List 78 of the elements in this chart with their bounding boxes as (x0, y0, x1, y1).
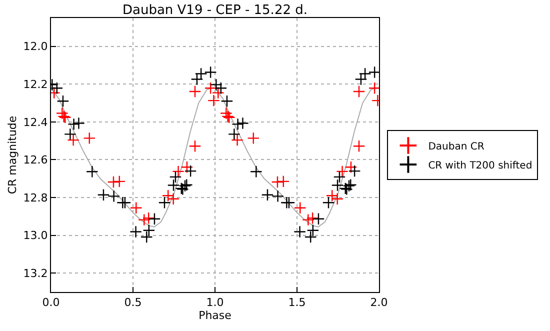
chart-title: Dauban V19 - CEP - 15.22 d. (122, 3, 308, 18)
x-tick-label: 2.0 (370, 296, 388, 310)
y-tick-label: 13.0 (23, 229, 48, 242)
x-tick-label: 1.0 (206, 296, 224, 310)
point (130, 202, 142, 214)
point (322, 196, 335, 209)
point (118, 196, 132, 209)
point (72, 117, 85, 130)
point (250, 165, 262, 178)
point (56, 94, 70, 108)
point (344, 160, 358, 174)
point (354, 73, 368, 86)
point (272, 190, 284, 202)
point (232, 118, 244, 130)
point (172, 165, 184, 178)
point (64, 128, 76, 140)
y-tick-label: 13.2 (23, 266, 48, 280)
point (358, 68, 372, 80)
point (167, 179, 180, 192)
x-tick-label: 1.5 (288, 296, 306, 310)
point (158, 196, 171, 209)
point (282, 196, 296, 209)
legend-label: CR with T200 shifted (428, 160, 532, 172)
point (184, 164, 197, 178)
point (194, 68, 208, 80)
point (169, 170, 182, 184)
point (294, 226, 306, 238)
x-tick-label: 0.0 (42, 296, 60, 310)
point (352, 85, 366, 98)
point (142, 212, 155, 224)
y-tick-label: 12.6 (23, 154, 48, 167)
x-tick-label: 0.5 (124, 296, 142, 310)
point (190, 73, 204, 86)
point (180, 160, 194, 174)
point (67, 134, 80, 146)
point (130, 226, 142, 238)
point (207, 94, 220, 107)
point (348, 164, 361, 178)
point (108, 190, 120, 202)
point (271, 176, 284, 188)
y-tick-label: 12.0 (23, 40, 48, 54)
point (188, 85, 202, 98)
point (247, 132, 260, 144)
point (86, 165, 98, 178)
point (312, 212, 325, 226)
point (97, 188, 110, 202)
point (204, 66, 217, 78)
point (113, 175, 126, 188)
point (306, 212, 319, 224)
point (68, 118, 80, 130)
y-tick-label: 12.2 (23, 78, 48, 91)
point (304, 230, 317, 244)
point (220, 94, 234, 108)
point (261, 188, 274, 202)
point (336, 165, 348, 178)
point (306, 224, 320, 237)
point (83, 132, 96, 144)
y-tick-label: 12.8 (23, 191, 48, 204)
point (331, 179, 344, 192)
point (148, 212, 161, 226)
point (277, 175, 290, 188)
point (140, 230, 153, 244)
x-axis-title: Phase (198, 309, 232, 322)
point (302, 214, 314, 226)
point (188, 140, 202, 152)
y-axis-title: CR magnitude (6, 116, 19, 194)
point (333, 170, 346, 184)
point (138, 214, 150, 226)
point (142, 224, 156, 237)
point (231, 134, 244, 146)
point (51, 82, 64, 94)
point (294, 202, 306, 214)
point (107, 176, 120, 188)
point (228, 128, 240, 140)
point (236, 117, 249, 130)
point (352, 140, 366, 152)
legend-label: Dauban CR (428, 141, 484, 152)
y-tick-label: 12.4 (23, 116, 48, 129)
